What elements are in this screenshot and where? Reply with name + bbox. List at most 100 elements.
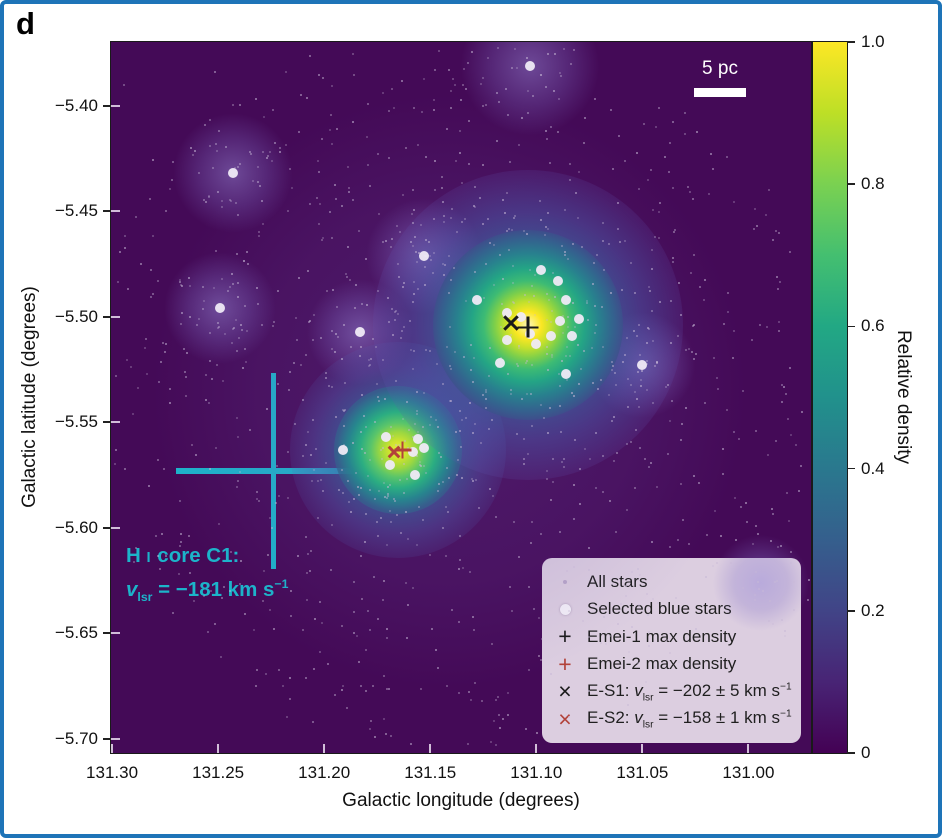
all-stars-dot [672,186,675,189]
all-stars-dot [545,85,548,88]
selected-blue-star [418,442,429,453]
x-inner-tick [641,744,644,753]
all-stars-dot [527,453,530,456]
all-stars-dot [431,628,434,631]
all-stars-dot [572,484,575,487]
all-stars-dot [508,248,511,251]
all-stars-dot [322,490,325,493]
y-inner-tick [111,737,120,740]
all-stars-dot [419,687,422,690]
all-stars-dot [369,629,372,632]
all-stars-dot [571,242,574,245]
all-stars-dot [779,281,782,284]
all-stars-dot [424,155,427,158]
all-stars-dot [424,349,427,352]
all-stars-dot [413,292,416,295]
all-stars-dot [255,497,258,500]
all-stars-dot [489,487,492,490]
all-stars-dot [645,680,648,683]
colorbar-tick [847,610,855,612]
all-stars-dot [721,473,724,476]
all-stars-dot [456,230,459,233]
y-tick-label: −5.50 [54,306,98,326]
all-stars-dot [601,491,604,494]
y-outer-tick [103,632,111,635]
all-stars-dot [178,500,181,503]
legend-item-emei2-max-density: + Emei-2 max density [552,651,791,679]
selected-blue-star [524,328,535,339]
all-stars-dot [616,451,619,454]
all-stars-dot [801,411,804,414]
all-stars-dot [114,463,117,466]
all-stars-dot [135,547,138,550]
all-stars-dot [573,394,576,397]
all-stars-dot [342,443,345,446]
all-stars-dot [207,401,210,404]
all-stars-dot [487,57,490,60]
all-stars-dot [625,595,628,598]
all-stars-dot [547,432,550,435]
all-stars-dot [240,559,243,562]
all-stars-dot [523,438,526,441]
all-stars-dot [807,578,810,581]
all-stars-dot [513,521,516,524]
all-stars-dot [124,234,127,237]
colorbar-tick [847,41,855,43]
all-stars-dot [209,119,212,122]
all-stars-dot [422,426,425,428]
all-stars-dot [769,539,772,542]
all-stars-dot [155,535,158,538]
all-stars-dot [473,422,476,425]
all-stars-dot [458,559,461,562]
all-stars-dot [308,54,311,57]
all-stars-dot [360,448,363,451]
all-stars-dot [379,448,382,451]
all-stars-dot [732,431,735,434]
all-stars-dot [369,363,371,366]
all-stars-dot [639,353,642,356]
all-stars-dot [591,346,594,349]
all-stars-dot [767,454,770,456]
all-stars-dot [630,261,633,264]
all-stars-dot [330,114,333,117]
all-stars-dot [783,386,786,389]
all-stars-dot [221,277,224,280]
all-stars-marker-icon [552,579,578,584]
all-stars-dot [356,635,359,638]
all-stars-dot [236,480,239,483]
all-stars-dot [652,209,655,212]
all-stars-dot [678,611,681,614]
all-stars-dot [149,268,152,271]
all-stars-dot [400,532,403,535]
all-stars-dot [576,343,579,346]
all-stars-dot [746,520,749,523]
all-stars-dot [415,412,418,415]
scale-bar [694,88,746,97]
all-stars-dot [393,106,396,109]
all-stars-dot [236,253,239,256]
all-stars-dot [671,260,674,263]
all-stars-dot [792,581,795,584]
all-stars-dot [608,394,611,397]
all-stars-dot [232,103,235,106]
all-stars-dot [336,306,339,309]
all-stars-dot [479,441,482,444]
all-stars-dot [365,426,368,429]
all-stars-dot [229,590,232,593]
all-stars-dot [367,610,370,613]
all-stars-dot [573,565,576,568]
all-stars-dot [281,684,284,687]
all-stars-dot [611,419,614,422]
all-stars-dot [647,178,650,181]
all-stars-dot [275,465,278,468]
all-stars-dot [587,318,590,321]
all-stars-dot [545,470,548,473]
all-stars-dot [790,561,793,564]
all-stars-dot [437,666,440,669]
all-stars-dot [405,581,408,584]
all-stars-dot [396,263,399,265]
all-stars-dot [317,480,320,483]
all-stars-dot [317,74,320,77]
all-stars-dot [498,253,501,256]
all-stars-dot [382,241,385,244]
